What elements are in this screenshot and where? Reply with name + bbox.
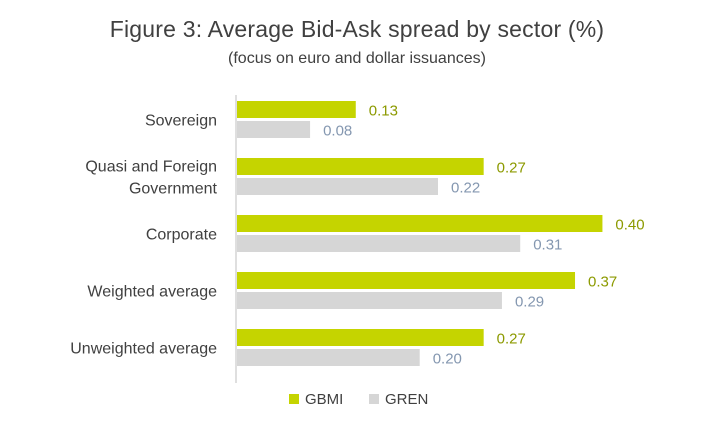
data-label-gbmi: 0.27 <box>497 331 526 348</box>
data-label-gbmi: 0.40 <box>615 217 644 234</box>
legend-swatch-gbmi <box>289 394 299 404</box>
data-label-gbmi: 0.37 <box>588 274 617 291</box>
chart-title: Figure 3: Average Bid-Ask spread by sect… <box>109 16 605 42</box>
data-label-gbmi: 0.13 <box>369 103 398 120</box>
data-label-gren: 0.29 <box>515 294 544 311</box>
bar-gren <box>237 121 311 138</box>
category-label: Unweighted average <box>70 341 217 358</box>
data-label-gren: 0.31 <box>533 237 562 254</box>
data-label-gren: 0.22 <box>451 180 480 197</box>
bar-gbmi <box>237 329 484 346</box>
category-label: Sovereign <box>145 113 217 130</box>
bar-gren <box>237 292 502 309</box>
legend-label-gren: GREN <box>385 391 428 408</box>
category-label: Government <box>129 181 218 198</box>
category-label: Corporate <box>146 227 217 244</box>
category-label: Weighted average <box>87 284 217 301</box>
chart-subtitle: (focus on euro and dollar issuances) <box>228 50 486 67</box>
category-label: Quasi and Foreign <box>85 159 217 176</box>
bar-gren <box>237 349 420 366</box>
bar-gbmi <box>237 215 603 232</box>
data-label-gbmi: 0.27 <box>497 160 526 177</box>
bar-gren <box>237 235 521 252</box>
legend-label-gbmi: GBMI <box>305 391 343 408</box>
data-label-gren: 0.20 <box>433 351 462 368</box>
data-label-gren: 0.08 <box>323 123 352 140</box>
bar-gbmi <box>237 101 356 118</box>
legend-swatch-gren <box>369 394 379 404</box>
bar-gren <box>237 178 438 195</box>
bar-gbmi <box>237 272 576 289</box>
bar-gbmi <box>237 158 484 175</box>
